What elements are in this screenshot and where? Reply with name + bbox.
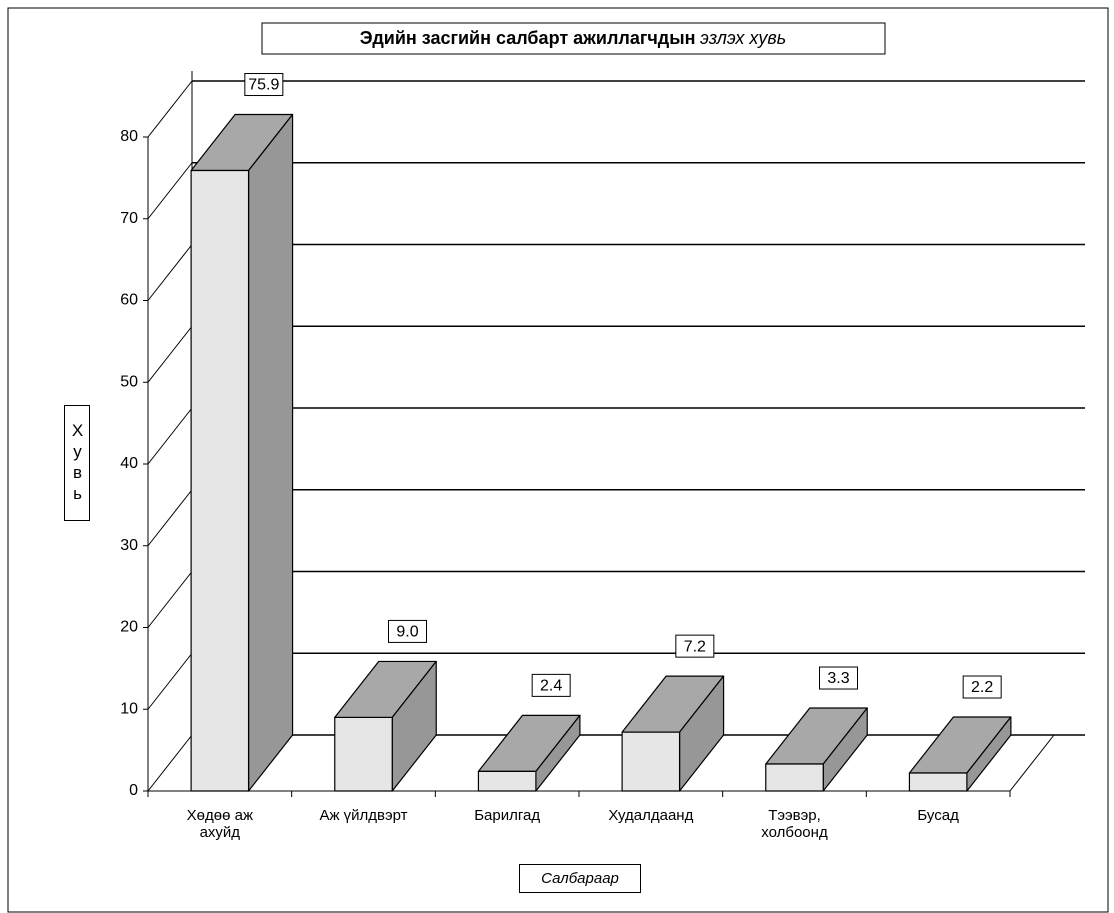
grid-line (147, 162, 193, 220)
bar (334, 716, 393, 792)
y-tick-label: 30 (120, 537, 138, 554)
title: Эдийн засгийн салбарт ажиллагчдын (360, 28, 696, 48)
floor-edge (1009, 734, 1055, 792)
y-tick-label: 50 (120, 373, 138, 390)
value-label: 7.2 (684, 638, 706, 655)
bar (621, 731, 681, 792)
bar (477, 770, 537, 792)
x-axis-label: Салбараар (519, 864, 641, 893)
y-tick-label: 70 (120, 210, 138, 227)
y-tick-label: 80 (120, 128, 138, 145)
grid-line (147, 407, 193, 465)
y-tick-label: 10 (120, 700, 138, 717)
grid-line (147, 244, 193, 301)
subtitle: эзлэх хувь (700, 28, 786, 48)
value-label: 3.3 (827, 670, 849, 687)
y-tick-label: 40 (120, 455, 138, 472)
value-label-box (675, 634, 715, 658)
value-label-box (388, 619, 427, 643)
bar (908, 772, 968, 792)
value-label: 2.2 (971, 679, 993, 696)
bar (765, 763, 824, 792)
x-tick-label: Барилгад (474, 807, 541, 824)
value-label: 75.9 (248, 77, 279, 94)
value-label-box (531, 673, 571, 697)
y-tick-label: 20 (120, 619, 138, 636)
chart-title: Эдийн засгийн салбарт ажиллагчдын эзлэх … (360, 28, 786, 48)
y-tick-label: 60 (120, 292, 138, 309)
y-tick-label: 0 (129, 782, 138, 799)
grid-line (147, 652, 193, 710)
x-tick-label: Хөдөө аж ахуйд (186, 807, 253, 841)
grid-line (147, 571, 193, 628)
y-axis-label: Хувь (64, 405, 90, 521)
value-label: 9.0 (396, 624, 418, 641)
grid-line (147, 325, 193, 383)
title-box (261, 22, 886, 55)
x-tick-label: Бусад (917, 807, 959, 824)
x-tick-label: Аж үйлдвэрт (319, 807, 408, 824)
grid-line (147, 80, 193, 138)
value-label-box (244, 73, 284, 97)
bar-side (247, 113, 294, 792)
grid-line (147, 489, 193, 547)
grid-line (147, 734, 193, 792)
value-label-box (962, 675, 1002, 699)
value-label: 2.4 (540, 678, 562, 695)
x-tick-label: Тээвэр, холбоонд (761, 807, 828, 841)
x-tick-label: Худалдаанд (608, 807, 694, 824)
value-label-box (819, 666, 858, 690)
bar (190, 169, 250, 792)
frame (7, 7, 1109, 913)
